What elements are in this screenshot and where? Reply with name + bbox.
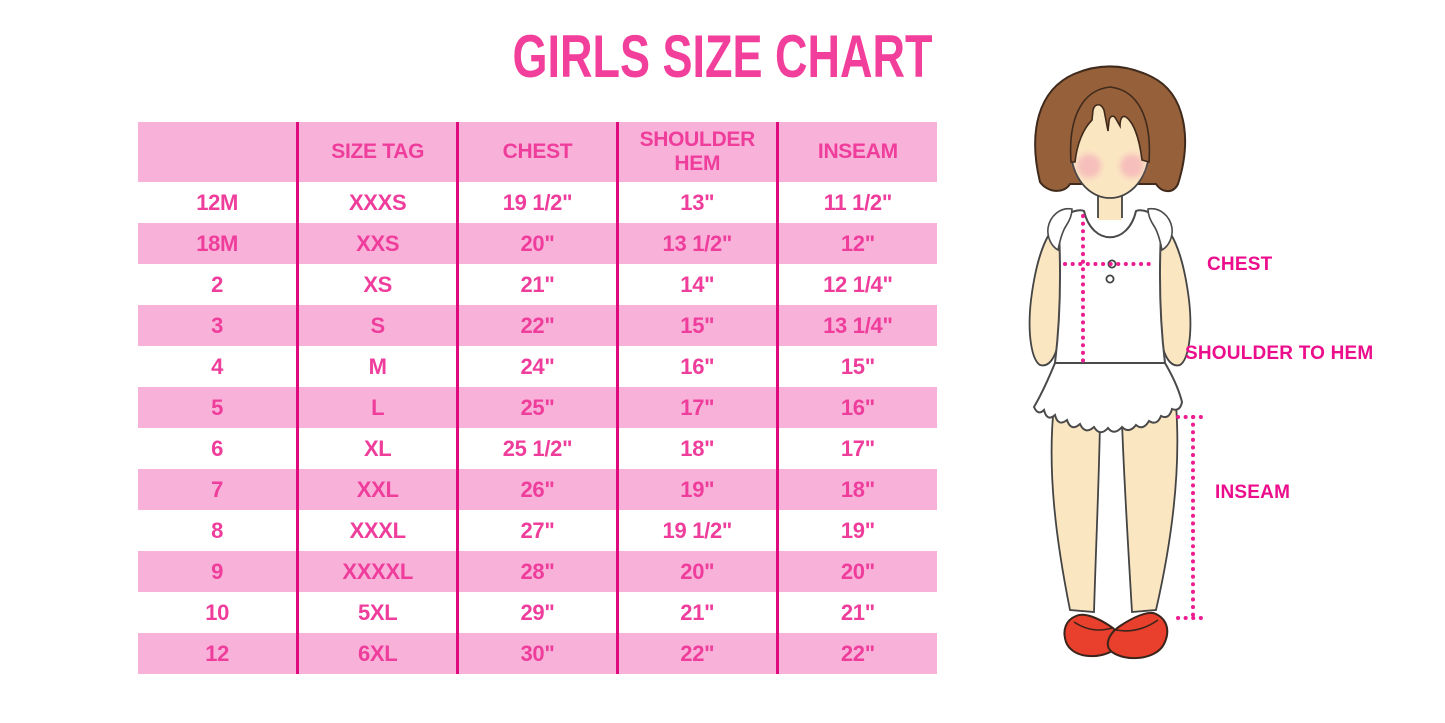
table-cell: 5	[138, 387, 298, 428]
inseam-label: INSEAM	[1215, 482, 1291, 503]
header-size-tag: SIZE TAG	[296, 122, 458, 182]
table-row: 4 M 24" 16" 15"	[138, 346, 937, 387]
table-row: 2 XS 21" 14" 12 1/4"	[138, 264, 937, 305]
table-cell: 30"	[456, 633, 618, 674]
table-row: 9 XXXXL 28" 20" 20"	[138, 551, 937, 592]
table-cell: 10	[138, 592, 298, 633]
inseam-measure-line	[1176, 415, 1208, 620]
table-cell: 18"	[615, 428, 778, 469]
table-cell: 4	[138, 346, 298, 387]
shoe-right	[1106, 612, 1169, 660]
table-row: 8 XXXL 27" 19 1/2" 19"	[138, 510, 937, 551]
table-row: 12 6XL 30" 22" 22"	[138, 633, 937, 674]
skirt	[1032, 362, 1184, 434]
table-row: 18M XXS 20" 13 1/2" 12"	[138, 223, 937, 264]
table-cell: 19"	[775, 510, 937, 551]
table-cell: 13 1/4"	[775, 305, 937, 346]
table-cell: 18M	[138, 223, 298, 264]
table-row: 3 S 22" 15" 13 1/4"	[138, 305, 937, 346]
table-row: 10 5XL 29" 21" 21"	[138, 592, 937, 633]
table-cell: 22"	[615, 633, 778, 674]
table-cell: 3	[138, 305, 298, 346]
table-cell: 15"	[615, 305, 778, 346]
table-cell: 16"	[775, 387, 937, 428]
size-table-body: 12M XXXS 19 1/2" 13" 11 1/2" 18M XXS 20" 13 1/2"…	[138, 182, 937, 674]
table-cell: L	[296, 387, 458, 428]
header-chest: CHEST	[456, 122, 618, 182]
table-cell: XXL	[296, 469, 458, 510]
table-cell: 12M	[138, 182, 298, 223]
cheek-left	[1077, 154, 1101, 178]
table-cell: 12	[138, 633, 298, 674]
table-cell: 6	[138, 428, 298, 469]
table-cell: 15"	[775, 346, 937, 387]
table-header-row: SIZE TAG CHEST SHOULDER HEM INSEAM	[138, 122, 937, 182]
table-cell: 16"	[615, 346, 778, 387]
table-cell: 21"	[775, 592, 937, 633]
table-cell: S	[296, 305, 458, 346]
girls-size-table: SIZE TAG CHEST SHOULDER HEM INSEAM 12M XX…	[138, 122, 937, 674]
table-cell: 7	[138, 469, 298, 510]
table-cell: 25"	[456, 387, 618, 428]
girl-figure-illustration	[1028, 65, 1208, 660]
header-shoulder-hem: SHOULDER HEM	[615, 122, 778, 182]
table-cell: XXXXL	[296, 551, 458, 592]
table-cell: 8	[138, 510, 298, 551]
table-cell: 20"	[775, 551, 937, 592]
table-cell: XS	[296, 264, 458, 305]
shoulder-to-hem-label: SHOULDER TO HEM	[1185, 343, 1374, 364]
bangs	[1069, 86, 1151, 164]
table-cell: 17"	[615, 387, 778, 428]
table-cell: 21"	[456, 264, 618, 305]
table-cell: 14"	[615, 264, 778, 305]
header-size	[138, 122, 298, 182]
shoulder-ruffle-left	[1047, 207, 1073, 252]
table-cell: XXS	[296, 223, 458, 264]
button-bottom	[1105, 274, 1115, 284]
table-cell: 21"	[615, 592, 778, 633]
table-cell: 28"	[456, 551, 618, 592]
table-cell: 18"	[775, 469, 937, 510]
table-cell: 25 1/2"	[456, 428, 618, 469]
table-row: 12M XXXS 19 1/2" 13" 11 1/2"	[138, 182, 937, 223]
table-cell: M	[296, 346, 458, 387]
table-cell: 13 1/2"	[615, 223, 778, 264]
cheek-right	[1120, 154, 1144, 178]
table-cell: 13"	[615, 182, 778, 223]
table-row: 7 XXL 26" 19" 18"	[138, 469, 937, 510]
header-inseam: INSEAM	[775, 122, 937, 182]
chest-label: CHEST	[1207, 254, 1273, 275]
table-cell: 19 1/2"	[456, 182, 618, 223]
table-cell: 27"	[456, 510, 618, 551]
leg-right	[1121, 403, 1179, 613]
table-cell: XXXS	[296, 182, 458, 223]
table-row: 6 XL 25 1/2" 18" 17"	[138, 428, 937, 469]
table-cell: 17"	[775, 428, 937, 469]
table-cell: 22"	[775, 633, 937, 674]
table-cell: 2	[138, 264, 298, 305]
table-cell: 24"	[456, 346, 618, 387]
shoulder-ruffle-right	[1147, 207, 1173, 252]
table-cell: 19 1/2"	[615, 510, 778, 551]
table-cell: 9	[138, 551, 298, 592]
table-cell: XXXL	[296, 510, 458, 551]
table-cell: 12"	[775, 223, 937, 264]
table-cell: 11 1/2"	[775, 182, 937, 223]
table-cell: 6XL	[296, 633, 458, 674]
table-row: 5 L 25" 17" 16"	[138, 387, 937, 428]
table-cell: 5XL	[296, 592, 458, 633]
table-cell: 12 1/4"	[775, 264, 937, 305]
table-cell: 29"	[456, 592, 618, 633]
table-cell: 26"	[456, 469, 618, 510]
table-cell: 19"	[615, 469, 778, 510]
table-cell: XL	[296, 428, 458, 469]
table-cell: 22"	[456, 305, 618, 346]
table-cell: 20"	[456, 223, 618, 264]
table-cell: 20"	[615, 551, 778, 592]
page-title: GIRLS SIZE CHART	[512, 23, 933, 90]
leg-left	[1050, 403, 1101, 613]
top-garment	[1053, 209, 1167, 364]
